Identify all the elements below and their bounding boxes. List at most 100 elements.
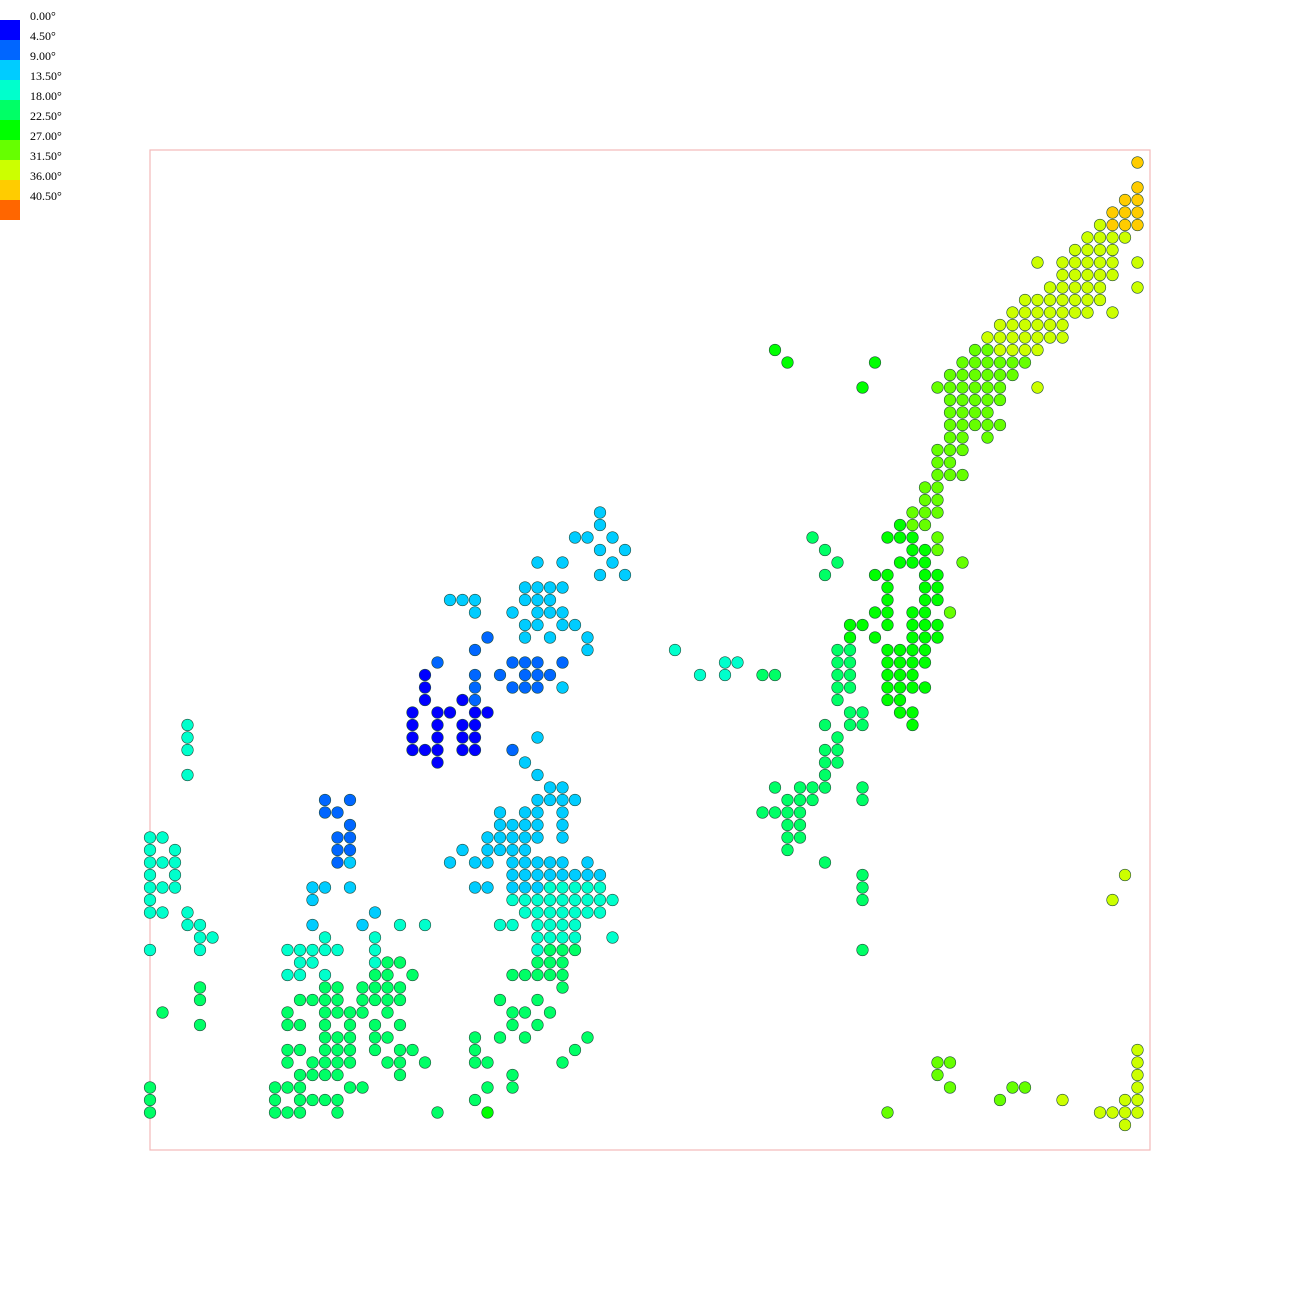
data-point [306,1093,319,1107]
data-point [443,593,457,607]
data-point [306,943,319,957]
data-point [1093,231,1107,244]
data-point [918,568,932,582]
data-point [406,731,419,744]
data-point [1118,868,1132,882]
legend-swatch [0,120,20,140]
data-point [143,1106,157,1119]
legend-swatch [0,140,20,160]
data-point [918,681,932,694]
data-point [881,643,894,657]
data-point [293,1093,307,1107]
data-point [581,906,594,919]
data-point [418,1056,432,1069]
data-point [518,668,532,682]
data-point [556,681,569,694]
data-point [531,593,544,607]
data-point [368,931,382,944]
data-point [993,343,1007,357]
data-point [531,906,544,919]
data-point [531,956,544,969]
data-point [918,493,932,507]
data-point [818,756,832,769]
data-point [268,1093,282,1107]
data-point [431,656,444,669]
data-point [506,743,519,757]
data-point [1018,306,1032,319]
data-point [543,856,557,869]
legend-swatch [0,180,20,200]
data-point [193,1018,207,1032]
data-point [843,706,857,719]
data-point [506,856,519,869]
data-point [868,568,882,582]
data-point [1056,281,1069,294]
data-point [468,743,482,757]
data-point [818,743,832,757]
data-point [718,668,732,682]
data-point [543,968,557,982]
data-point [143,881,157,894]
data-point [406,968,419,982]
data-point [1131,156,1144,169]
data-point [943,381,957,394]
data-point [943,606,957,619]
data-point [1006,331,1019,344]
data-point [556,581,569,594]
data-point [543,893,557,907]
data-point [193,981,207,994]
data-point [893,656,907,669]
data-point [281,1056,294,1069]
data-point [568,881,582,894]
data-point [181,768,194,782]
data-point [543,931,557,944]
data-point [943,418,957,432]
data-point [481,631,494,644]
data-point [806,531,819,544]
data-point [981,343,994,357]
data-point [331,993,344,1007]
data-point [381,1056,394,1069]
data-point [268,1106,282,1119]
data-point [331,1068,344,1082]
data-point [556,818,569,832]
data-point [981,418,994,432]
data-point [468,693,482,707]
data-point [593,506,607,519]
data-point [968,356,982,369]
data-point [881,693,894,707]
data-point [781,806,794,819]
data-point [331,943,344,957]
data-point [881,568,894,582]
data-point [531,918,544,932]
data-point [143,1093,157,1107]
data-point [956,393,969,407]
legend-label: 0.00° [30,9,56,23]
data-point [456,693,469,707]
data-point [556,856,569,869]
data-point [518,868,532,882]
data-point [531,893,544,907]
data-point [931,1068,944,1082]
data-point [506,968,519,982]
data-point [1068,256,1082,269]
data-point [531,618,544,632]
data-point [343,818,357,832]
data-point [1031,331,1044,344]
data-point [1131,256,1144,269]
data-point [806,781,819,794]
data-point [468,1093,482,1107]
data-point [806,793,819,807]
data-point [756,806,769,819]
data-point [381,956,394,969]
data-point [381,1006,394,1019]
data-point [568,906,582,919]
data-point [918,593,932,607]
data-point [793,806,807,819]
data-point [1056,293,1069,307]
data-point [381,981,394,994]
data-point [993,318,1007,332]
data-point [518,656,532,669]
data-point [518,881,532,894]
data-point [281,1081,294,1094]
